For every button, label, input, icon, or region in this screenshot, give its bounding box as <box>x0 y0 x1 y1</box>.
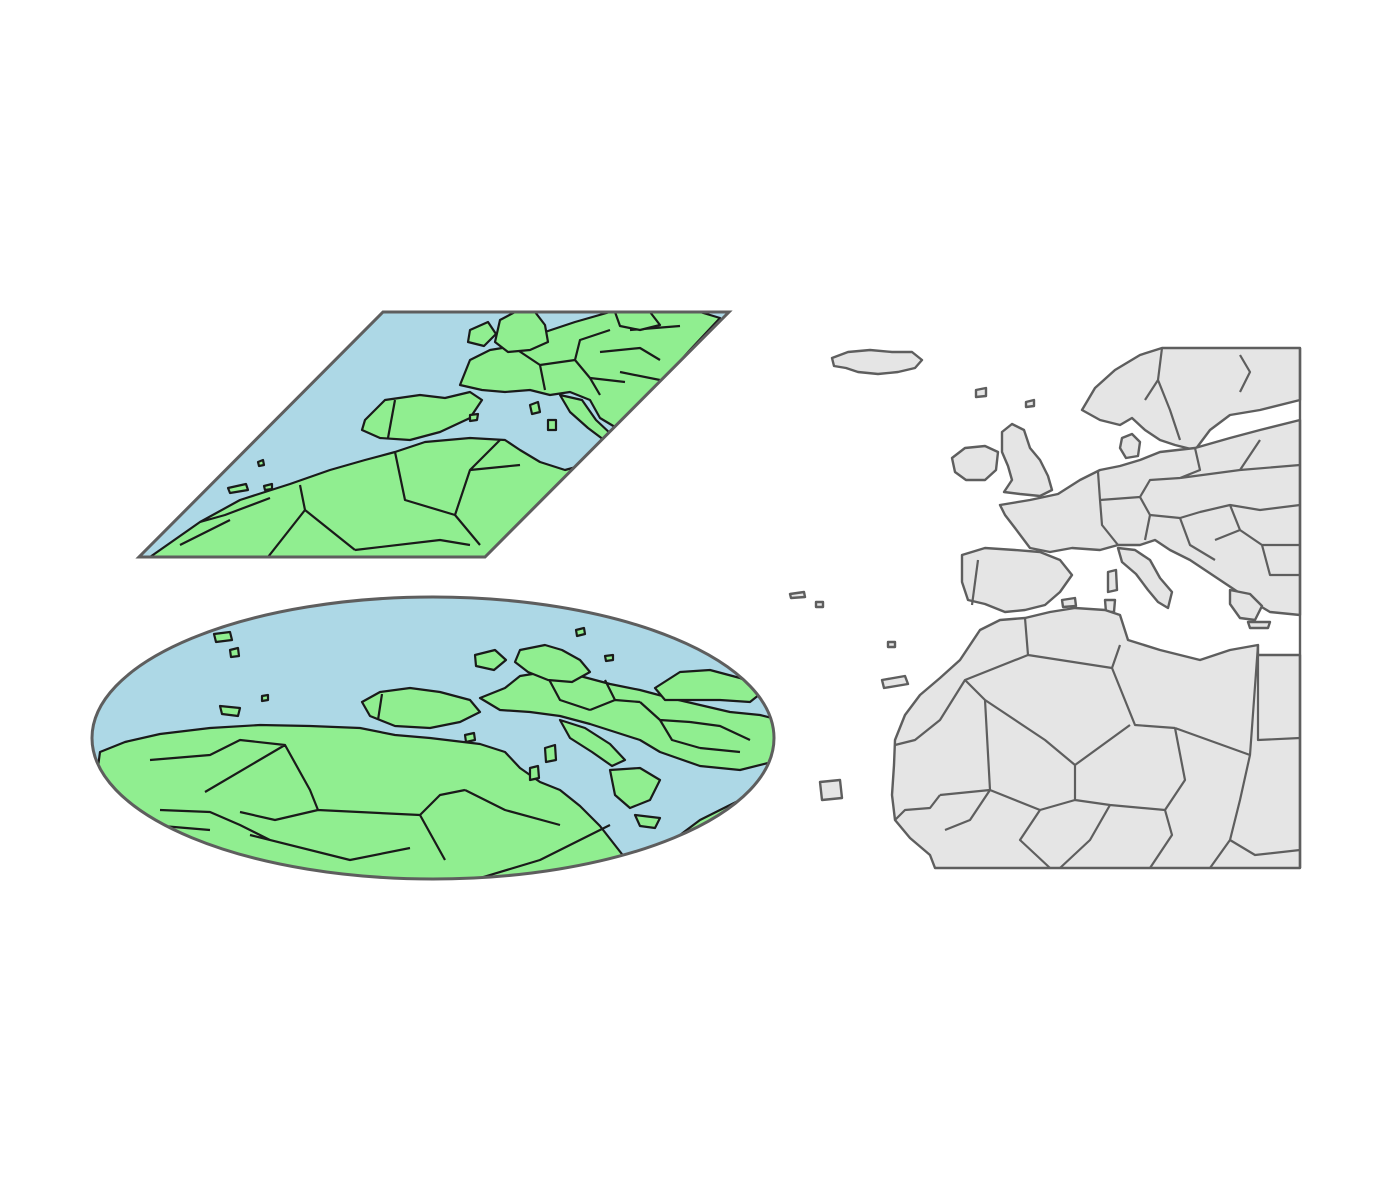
reference-island <box>880 674 910 690</box>
ellipse-island <box>228 646 241 659</box>
skewed-island <box>262 482 274 492</box>
reference-africa-borders <box>894 617 1301 869</box>
reference-italy-land <box>1116 546 1174 610</box>
ellipse-iberia-land <box>360 686 482 730</box>
ellipse-island <box>603 653 615 663</box>
skewed-island <box>226 482 250 495</box>
ellipse-island <box>218 704 242 718</box>
ellipse-map-panel <box>90 595 776 881</box>
skewed-island <box>528 400 542 416</box>
ellipse-britain-land <box>513 643 592 684</box>
reference-map-panel <box>788 346 1302 870</box>
reference-iceland-land <box>830 348 924 376</box>
ellipse-island <box>574 626 587 638</box>
skewed-europe-borders <box>509 324 681 396</box>
skewed-island <box>546 418 558 432</box>
reference-britain-land <box>1000 422 1054 498</box>
reference-island <box>1106 568 1119 594</box>
ellipse-map-frame <box>90 595 776 881</box>
reference-scandinavia-borders <box>1144 347 1252 441</box>
ellipse-ireland-land <box>473 648 508 672</box>
skewed-map-frame <box>135 310 733 559</box>
skewed-map-panel <box>135 310 733 559</box>
reference-island <box>886 640 897 649</box>
reference-island <box>974 386 988 399</box>
reference-africa-land <box>890 606 1302 870</box>
skewed-ireland-land <box>466 320 498 348</box>
reference-greece-land <box>1228 588 1264 622</box>
skewed-britain-land <box>493 312 550 354</box>
ellipse-island <box>260 693 270 703</box>
skewed-africa-borders <box>179 439 521 557</box>
reference-island <box>818 778 844 802</box>
ellipse-island <box>528 764 541 782</box>
skewed-iberia-border <box>386 399 397 439</box>
reference-iberia-border <box>970 559 980 606</box>
ellipse-island <box>463 731 477 744</box>
reference-island <box>1060 596 1078 609</box>
ellipse-italy-land <box>558 718 627 768</box>
reference-island <box>1246 620 1272 630</box>
ellipse-island <box>212 630 234 644</box>
reference-ireland-land <box>950 444 1000 482</box>
reference-iberia-land <box>960 546 1074 614</box>
ellipse-balkans-land <box>608 766 662 810</box>
reference-continental-europe-borders <box>1096 439 1301 577</box>
skewed-island <box>468 412 480 423</box>
ellipse-island <box>543 743 558 764</box>
ellipse-island <box>633 813 662 830</box>
ellipse-africa-borders <box>149 738 611 879</box>
skewed-scandinavia-land <box>613 312 662 332</box>
reference-island <box>814 600 825 609</box>
skewed-island <box>256 458 266 468</box>
reference-scandinavia-land <box>1080 346 1302 452</box>
reference-denmark-land <box>1118 432 1142 460</box>
ellipse-iberia-border <box>376 693 384 721</box>
ellipse-europe-borders <box>544 671 751 754</box>
skewed-iberia-land <box>360 390 484 442</box>
reference-island <box>788 590 807 600</box>
reference-island <box>1024 398 1036 409</box>
